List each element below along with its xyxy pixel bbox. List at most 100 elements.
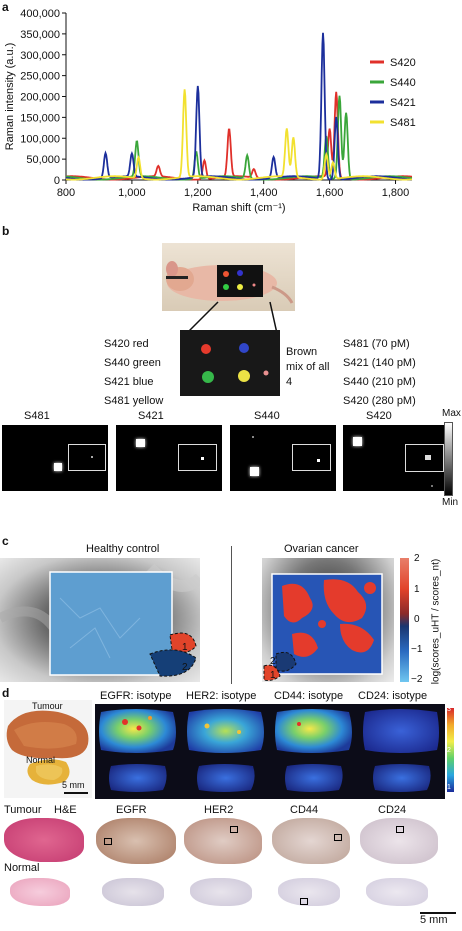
greyscale-colorbar xyxy=(444,422,453,496)
ihc-cd24-normal xyxy=(366,878,428,906)
raman-map-s420 xyxy=(343,425,449,491)
legend-label-s481: S481 xyxy=(390,117,416,129)
raman-spectra-chart: 0 50,000 100,000 150,000 200,000 250,000 300,0… xyxy=(4,8,416,214)
map-title-s421: S421 xyxy=(138,410,164,422)
ihc-cd44-tumour xyxy=(272,818,350,864)
y-tick-label: 0 xyxy=(54,175,60,187)
x-tick-label: 1,600 xyxy=(316,187,344,199)
legend-label-s440: S440 xyxy=(390,77,416,89)
map-title-s440: S440 xyxy=(254,410,280,422)
bottom-scale-bar xyxy=(420,912,456,914)
reporter-labels: S420 red S440 green S421 blue S481 yello… xyxy=(104,335,163,411)
log-score-colorbar xyxy=(400,558,409,682)
colorbar-tick-neg1: −1 xyxy=(411,644,423,655)
label-s421-blue: S421 blue xyxy=(104,376,154,388)
tissue-photo: Tumour Normal 5 mm xyxy=(4,700,92,798)
colorbar-tick-neg2: −2 xyxy=(411,674,423,685)
region-label-2-right: 2 xyxy=(270,656,276,667)
y-tick-label: 100,000 xyxy=(20,133,60,145)
healthy-control-image: 1 2 xyxy=(0,558,200,682)
series-line-s420 xyxy=(66,91,412,181)
raman-map-s440 xyxy=(230,425,336,491)
ihc-cd44-roi xyxy=(334,834,342,841)
raman-map-s421 xyxy=(116,425,222,491)
y-tick-label: 350,000 xyxy=(20,29,60,41)
x-tick-label: 1,200 xyxy=(184,187,212,199)
y-tick-label: 250,000 xyxy=(20,71,60,83)
y-tick-label: 150,000 xyxy=(20,112,60,124)
ratio-tick-3: 3 xyxy=(447,706,451,713)
panel-b-label: b xyxy=(2,224,10,238)
ihc-cd44-normal xyxy=(278,878,340,906)
ihc-normal-label: Normal xyxy=(4,862,40,874)
x-tick-label: 1,800 xyxy=(382,187,410,199)
map-title-s481: S481 xyxy=(24,410,50,422)
x-tick-label: 1,000 xyxy=(118,187,146,199)
ihc-he-label: H&E xyxy=(54,804,77,816)
panel-c-label: c xyxy=(2,534,9,548)
label-s420-red: S420 red xyxy=(104,338,149,350)
colorbar-tick-0: 0 xyxy=(414,614,420,625)
header-her2-isotype: HER2: isotype xyxy=(186,690,257,702)
ihc-cd24-tumour xyxy=(360,818,438,864)
conc-s421: S421 (140 pM) xyxy=(343,357,416,369)
panel-c-divider xyxy=(231,546,232,684)
ihc-cd44-normal-roi xyxy=(300,898,308,905)
ihc-her2-label: HER2 xyxy=(204,804,234,816)
ihc-egfr-normal xyxy=(102,878,164,906)
ihc-egfr-tumour xyxy=(96,818,176,864)
ratiometric-heatmaps xyxy=(95,704,445,799)
photo-tumour-label: Tumour xyxy=(32,701,63,711)
photo-normal-label: Normal xyxy=(26,755,56,765)
series-line-s481 xyxy=(65,89,413,181)
header-cd44-isotype: CD44: isotype xyxy=(274,690,344,702)
x-tick-label: 1,400 xyxy=(250,187,278,199)
x-tick-label: 800 xyxy=(57,187,75,199)
y-tick-label: 300,000 xyxy=(20,50,60,62)
healthy-control-title: Healthy control xyxy=(86,543,160,555)
zoomed-fluorescence-image xyxy=(180,330,280,396)
photo-scale-label: 5 mm xyxy=(62,780,85,790)
x-axis-label: Raman shift (cm⁻¹) xyxy=(192,202,285,214)
region-label-2: 2 xyxy=(182,662,188,673)
ihc-egfr-roi xyxy=(104,838,112,845)
region-label-1: 1 xyxy=(182,642,188,653)
concentration-labels: S481 (70 pM) S421 (140 pM) S440 (210 pM)… xyxy=(343,335,416,411)
panel-a-label: a xyxy=(2,0,9,14)
colorbar-tick-1: 1 xyxy=(414,584,420,595)
ovarian-cancer-image: 2 1 xyxy=(262,558,394,682)
ihc-cd24-label: CD24 xyxy=(378,804,407,816)
region-label-1-right: 1 xyxy=(270,670,276,681)
colorbar-tick-2: 2 xyxy=(414,553,420,564)
he-tumour-section xyxy=(4,818,84,862)
mouse-photo xyxy=(162,243,295,311)
colorbar-title: log(scores_uHT / scores_nt) xyxy=(430,558,442,685)
ihc-her2-normal xyxy=(190,878,252,906)
ihc-her2-roi xyxy=(230,826,238,833)
ratio-colorbar xyxy=(447,708,454,792)
ihc-cd44-label: CD44 xyxy=(290,804,319,816)
label-s440-green: S440 green xyxy=(104,357,161,369)
ihc-her2-tumour xyxy=(184,818,262,864)
y-tick-label: 400,000 xyxy=(20,8,60,20)
greyscale-max-label: Max xyxy=(442,408,461,419)
ihc-tumour-label: Tumour xyxy=(4,804,42,816)
series-line-s421 xyxy=(65,32,412,181)
greyscale-min-label: Min xyxy=(442,497,459,508)
y-tick-label: 200,000 xyxy=(20,92,60,104)
conc-s440: S440 (210 pM) xyxy=(343,376,416,388)
conc-s481: S481 (70 pM) xyxy=(343,338,410,350)
map-title-s420: S420 xyxy=(366,410,392,422)
conc-s420: S420 (280 pM) xyxy=(343,395,416,407)
header-cd24-isotype: CD24: isotype xyxy=(358,690,428,702)
series-line-s440 xyxy=(65,95,413,181)
header-egfr-isotype: EGFR: isotype xyxy=(100,690,172,702)
legend-label-s420: S420 xyxy=(390,57,416,69)
label-s481-yellow: S481 yellow xyxy=(104,395,164,407)
raman-map-s481 xyxy=(2,425,108,491)
ihc-cd24-roi xyxy=(396,826,404,833)
y-tick-label: 50,000 xyxy=(26,154,60,166)
y-axis-label: Raman intensity (a.u.) xyxy=(4,43,16,151)
legend-label-s421: S421 xyxy=(390,97,416,109)
panel-d-label: d xyxy=(2,686,10,700)
